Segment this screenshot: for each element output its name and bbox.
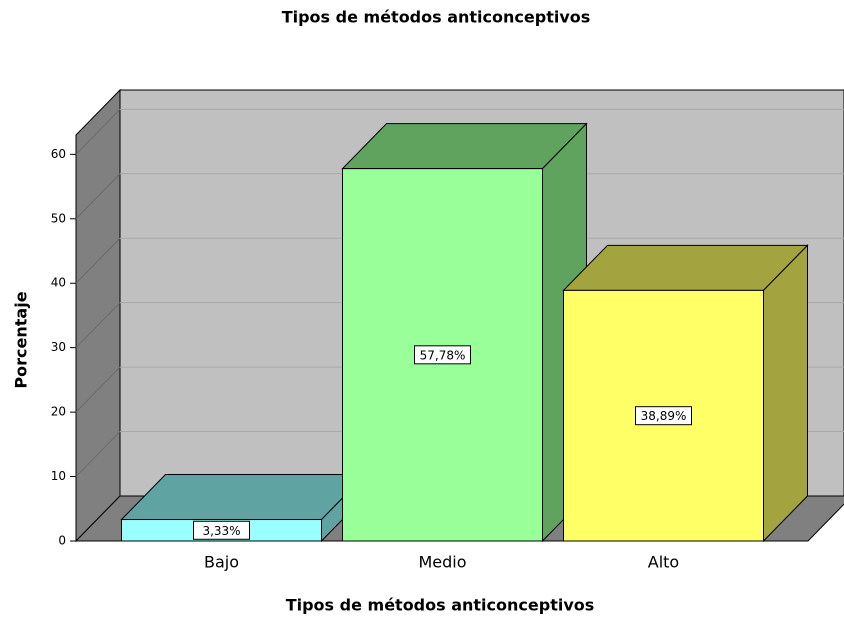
grid-line [75, 237, 121, 284]
y-tick-label: 20 [51, 405, 66, 419]
grid-line [75, 431, 121, 477]
x-axis-label: Tipos de métodos anticonceptivos [286, 596, 595, 615]
value-label: 57,78% [420, 348, 466, 362]
y-tick-label: 0 [58, 534, 66, 548]
grid-line [75, 108, 121, 155]
grid-line [75, 366, 121, 413]
x-tick-label: Alto [648, 553, 679, 572]
y-tick-label: 30 [51, 340, 66, 354]
x-tick-label: Bajo [204, 553, 239, 572]
value-label: 38,89% [641, 409, 687, 423]
y-axis-label: Porcentaje [12, 291, 31, 388]
y-tick-label: 60 [51, 147, 66, 161]
bar-side [763, 244, 808, 543]
y-tick-label: 10 [51, 469, 66, 483]
value-label-box [635, 406, 692, 426]
grid-line [75, 302, 121, 349]
value-label-box [414, 345, 471, 365]
left-wall [75, 88, 121, 543]
y-tick-label: 40 [51, 276, 66, 290]
x-tick-label: Medio [418, 553, 466, 572]
value-label-box [193, 520, 250, 540]
chart-title: Tipos de métodos anticonceptivos [282, 8, 591, 27]
y-tick-label: 50 [51, 211, 66, 225]
value-label: 3,33% [202, 524, 240, 538]
grid-line [75, 173, 121, 220]
